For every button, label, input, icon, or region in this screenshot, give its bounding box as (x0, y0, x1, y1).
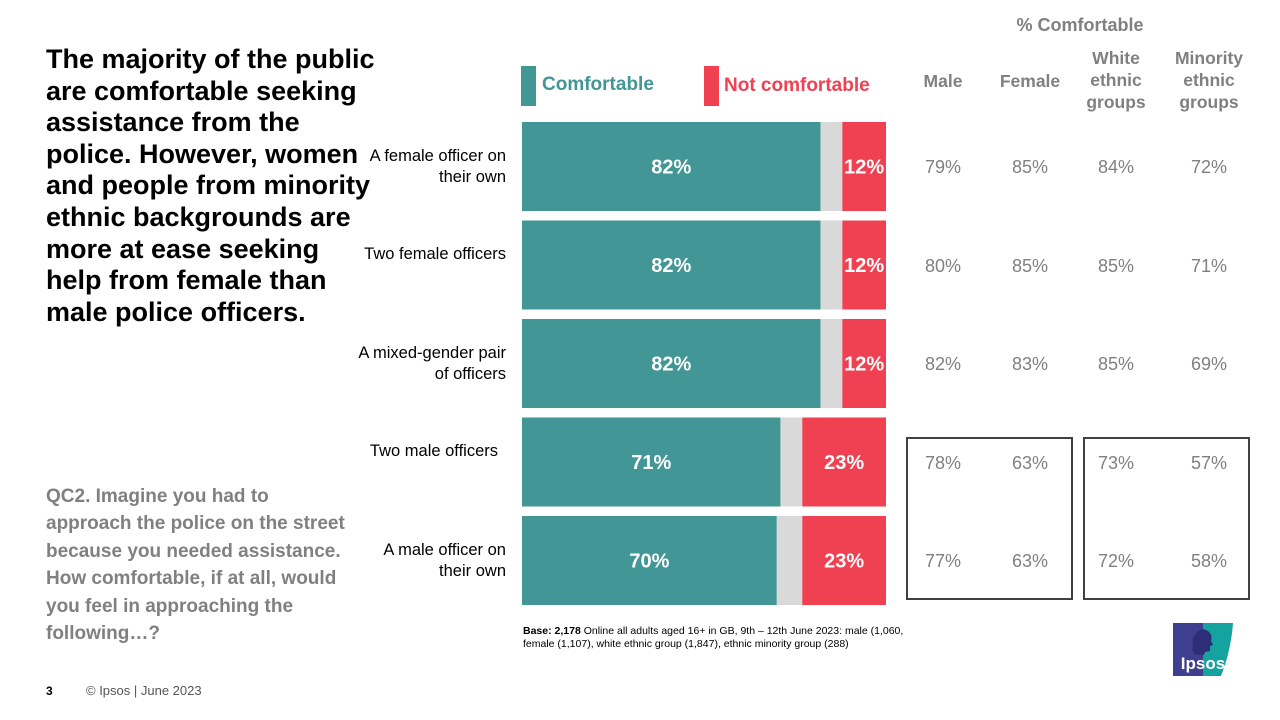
bar-not-comfortable (802, 417, 886, 507)
legend-swatch-comfortable (521, 66, 536, 106)
bar-not-comfortable (842, 122, 886, 211)
bar-not-comfortable (842, 220, 886, 310)
bar-dont-know (820, 220, 843, 310)
base-note: Base: 2,178 Online all adults aged 16+ i… (523, 625, 913, 651)
cell-female: 63% (1011, 452, 1049, 473)
bar-dont-know (820, 319, 843, 408)
cell-white-ethnic: 85% (1097, 354, 1135, 374)
cell-minority-ethnic: 69% (1190, 354, 1228, 374)
bar-label-not-comfortable: 23% (824, 452, 864, 474)
bar-label-comfortable: 70% (629, 551, 669, 573)
legend-label-comfortable: Comfortable (542, 74, 654, 95)
bar-dont-know (780, 417, 803, 507)
cell-male: 80% (924, 255, 962, 276)
bar-label-comfortable: 82% (651, 354, 691, 376)
bar-dont-know (776, 516, 803, 605)
bar-comfortable (522, 220, 821, 310)
cell-female: 63% (1011, 551, 1049, 571)
bar-label-not-comfortable: 12% (844, 354, 884, 376)
cell-male: 78% (924, 452, 962, 473)
cell-white-ethnic: 84% (1097, 157, 1135, 177)
column-header-minority-ethnic: Minority ethnic groups (1174, 48, 1244, 112)
ipsos-logo-icon: Ipsos (1173, 621, 1233, 676)
bar-label-not-comfortable: 23% (824, 551, 864, 573)
cell-white-ethnic: 85% (1097, 255, 1135, 276)
bar-comfortable (522, 319, 821, 408)
highlight-box-ethnicity (1083, 437, 1250, 600)
bar-comfortable (522, 122, 821, 211)
bar-comfortable (522, 516, 777, 605)
cell-minority-ethnic: 71% (1190, 255, 1228, 276)
bar-label-comfortable: 71% (631, 452, 671, 474)
base-note-bold: Base: 2,178 (523, 625, 581, 637)
copyright-text: © Ipsos | June 2023 (86, 683, 202, 698)
cell-male: 79% (924, 157, 962, 177)
column-header-white-ethnic: White ethnic groups (1086, 48, 1146, 112)
legend-swatch-not-comfortable (704, 66, 719, 106)
column-header-female: Female (999, 71, 1061, 91)
cell-white-ethnic: 73% (1097, 452, 1135, 473)
headline: The majority of the public are comfortab… (46, 44, 375, 327)
cell-minority-ethnic: 57% (1190, 452, 1228, 473)
bar-comfortable (522, 417, 781, 507)
category-label: A male officer on their own (383, 541, 506, 580)
cell-minority-ethnic: 58% (1190, 551, 1228, 571)
bar-dont-know (820, 122, 843, 211)
bar-label-not-comfortable: 12% (844, 157, 884, 179)
category-label: A female officer on their own (369, 147, 506, 186)
page-number: 3 (46, 684, 53, 698)
column-header-male: Male (923, 71, 963, 91)
table-title: % Comfortable (1016, 15, 1144, 35)
cell-minority-ethnic: 72% (1190, 157, 1228, 177)
bar-label-comfortable: 82% (651, 255, 691, 277)
cell-male: 77% (924, 551, 962, 571)
base-note-text: Online all adults aged 16+ in GB, 9th – … (523, 625, 904, 650)
bar-not-comfortable (802, 516, 886, 605)
bar-label-not-comfortable: 12% (844, 255, 884, 277)
cell-male: 82% (924, 354, 962, 374)
cell-female: 85% (1011, 255, 1049, 276)
category-label: Two female officers (364, 245, 506, 263)
category-label: Two male officers (369, 442, 498, 460)
legend-label-not-comfortable: Not comfortable (724, 75, 870, 96)
cell-female: 83% (1011, 354, 1049, 374)
highlight-box-gender (906, 437, 1073, 600)
bar-label-comfortable: 82% (651, 157, 691, 179)
bar-not-comfortable (842, 319, 886, 408)
cell-white-ethnic: 72% (1097, 551, 1135, 571)
survey-question: QC2. Imagine you had to approach the pol… (46, 486, 345, 645)
logo-text: Ipsos (1181, 654, 1225, 673)
cell-female: 85% (1011, 157, 1049, 177)
category-label: A mixed-gender pair of officers (358, 344, 506, 383)
